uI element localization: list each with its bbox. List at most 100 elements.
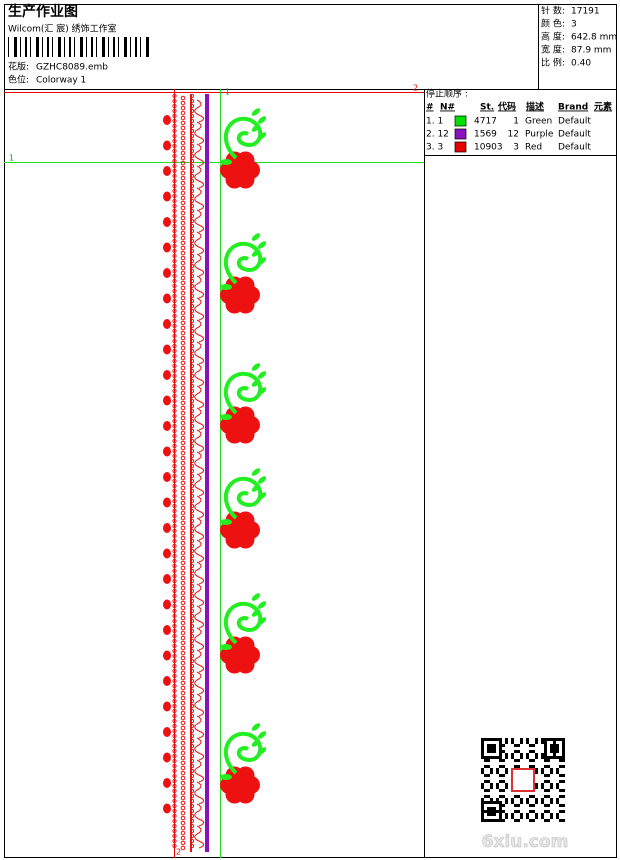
- chain: [180, 250, 186, 256]
- qr-module: [505, 813, 508, 816]
- chain: [172, 383, 177, 389]
- chain: [180, 585, 186, 591]
- chain: [172, 528, 177, 534]
- qr-module: [490, 750, 493, 753]
- chain: [180, 505, 186, 511]
- qr-module: [481, 747, 484, 750]
- petal-dot: [163, 727, 171, 737]
- qr-module: [505, 786, 508, 789]
- leaf: [257, 132, 267, 140]
- chain: [172, 133, 177, 139]
- qr-module: [556, 744, 559, 747]
- chain: [172, 603, 177, 609]
- qr-module: [535, 813, 538, 816]
- chain: [180, 515, 186, 521]
- qr-module: [544, 819, 547, 822]
- bar: [69, 37, 71, 57]
- qr-module: [493, 807, 496, 810]
- chain: [172, 588, 177, 594]
- qr-module: [535, 783, 538, 786]
- qr-module: [502, 789, 505, 792]
- chain: [172, 183, 177, 189]
- column-header: N#: [440, 103, 455, 113]
- qr-module: [559, 765, 562, 768]
- chain: [180, 375, 186, 381]
- bar: [25, 37, 27, 57]
- qr-module: [556, 786, 559, 789]
- chain: [180, 195, 186, 201]
- chain: [172, 508, 177, 514]
- chain: [172, 683, 177, 689]
- qr-module: [559, 780, 562, 783]
- leaf: [257, 731, 267, 739]
- chain: [180, 155, 186, 161]
- qr-module: [520, 816, 523, 819]
- qr-module: [547, 780, 550, 783]
- qr-module: [541, 801, 544, 804]
- qr-module: [517, 744, 520, 747]
- chain: [172, 763, 177, 769]
- petal-dot: [163, 242, 171, 253]
- petal-dot: [163, 599, 171, 610]
- chain: [180, 415, 186, 421]
- color-swatch: [454, 141, 467, 153]
- qr-module: [532, 795, 535, 798]
- loop: [194, 319, 205, 343]
- chain: [172, 338, 177, 344]
- flower-center: [231, 776, 249, 794]
- loop: [194, 649, 205, 673]
- chain: [172, 628, 177, 634]
- code: 12: [508, 130, 519, 140]
- qr-module: [511, 756, 514, 759]
- color-swatch: [454, 128, 467, 140]
- qr-module: [526, 801, 529, 804]
- qr-module: [499, 747, 502, 750]
- chain: [172, 638, 177, 644]
- chain: [172, 108, 177, 114]
- chain: [180, 625, 186, 631]
- stitches: 4717: [474, 117, 497, 127]
- chain: [172, 573, 177, 579]
- qr-module: [517, 819, 520, 822]
- qr-module: [556, 816, 559, 819]
- chain: [172, 293, 177, 299]
- qr-module: [529, 759, 532, 762]
- row-index: 3. 3: [426, 143, 443, 153]
- qr-module: [505, 741, 508, 744]
- chain: [180, 130, 186, 136]
- chain: [172, 753, 177, 759]
- chain: [172, 648, 177, 654]
- qr-module: [499, 804, 502, 807]
- qr-module: [535, 801, 538, 804]
- leaf: [257, 492, 267, 500]
- chain: [172, 323, 177, 329]
- stitches: 1569: [474, 130, 497, 140]
- chain: [172, 713, 177, 719]
- chain: [172, 768, 177, 774]
- chain: [180, 685, 186, 691]
- chain: [172, 608, 177, 614]
- loop: [194, 715, 205, 739]
- qr-module: [502, 819, 505, 822]
- chain: [180, 120, 186, 126]
- chain: [172, 433, 177, 439]
- bar: [74, 37, 75, 57]
- qr-module: [484, 738, 487, 741]
- chain: [172, 728, 177, 734]
- qr-module: [496, 801, 499, 804]
- loop: [194, 825, 205, 849]
- chain: [180, 335, 186, 341]
- chain: [172, 658, 177, 664]
- qr-module: [526, 798, 529, 801]
- qr-module: [550, 798, 553, 801]
- qr-module: [547, 804, 550, 807]
- color-swatch: [454, 115, 467, 127]
- qr-module: [499, 789, 502, 792]
- qr-module: [493, 738, 496, 741]
- qr-module: [532, 819, 535, 822]
- chain: [180, 800, 186, 806]
- chain: [180, 550, 186, 556]
- qr-module: [529, 765, 532, 768]
- chain: [180, 305, 186, 311]
- chain: [180, 145, 186, 151]
